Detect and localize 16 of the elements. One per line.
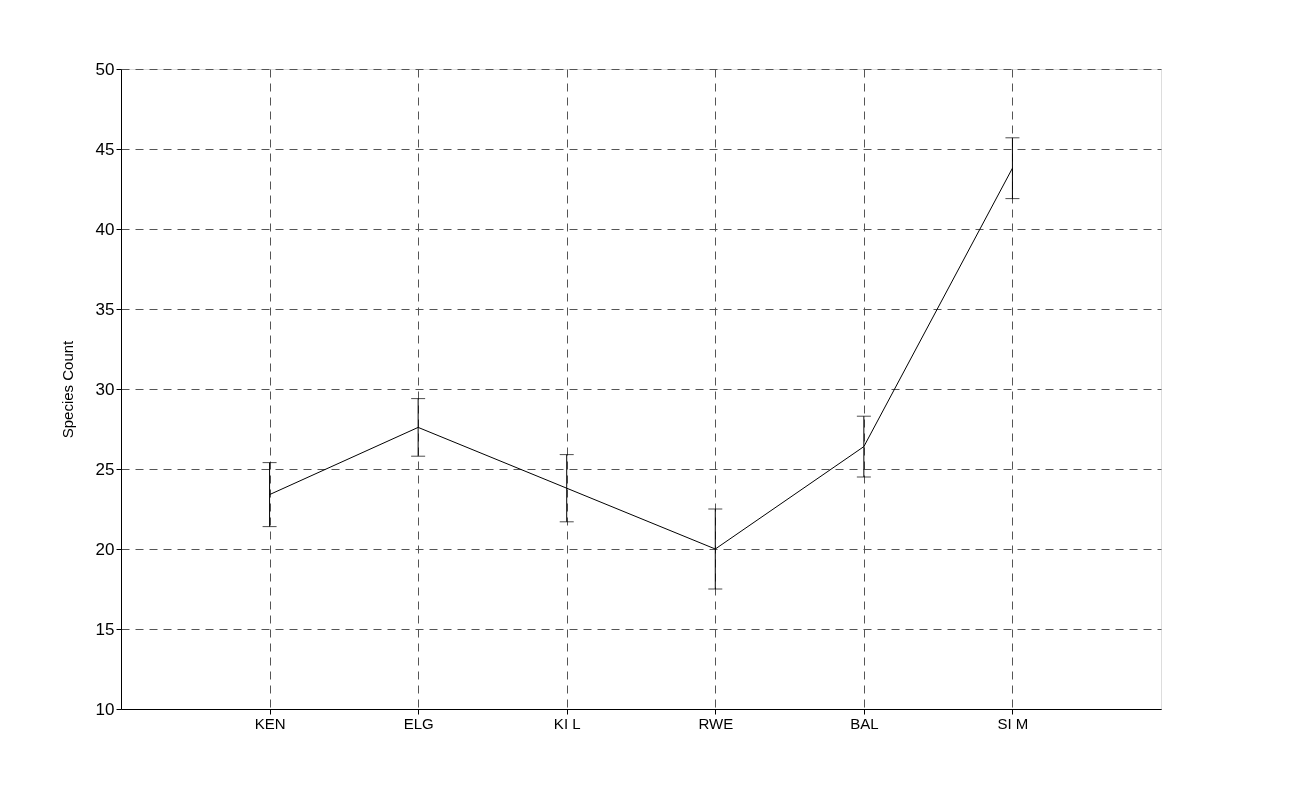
- x-tick-label: KI L: [553, 714, 581, 732]
- x-tick-label: SI M: [997, 714, 1029, 732]
- y-tick-label: 25: [95, 459, 115, 479]
- x-tick-label: ELG: [403, 714, 434, 732]
- y-tick-label: 45: [95, 139, 115, 159]
- y-tick-label: 10: [95, 699, 115, 719]
- y-tick-label: 35: [95, 299, 115, 319]
- y-tick-label: 15: [95, 619, 115, 639]
- y-axis-title: Species Count: [58, 339, 76, 439]
- y-tick-label: 30: [95, 379, 115, 399]
- y-tick-label: 50: [95, 59, 115, 79]
- y-tick-label: 40: [95, 219, 115, 239]
- x-tick-label: BAL: [850, 714, 879, 732]
- x-tick-label: RWE: [698, 714, 734, 732]
- y-tick-label: 20: [95, 539, 115, 559]
- x-tick-label: KEN: [254, 714, 286, 732]
